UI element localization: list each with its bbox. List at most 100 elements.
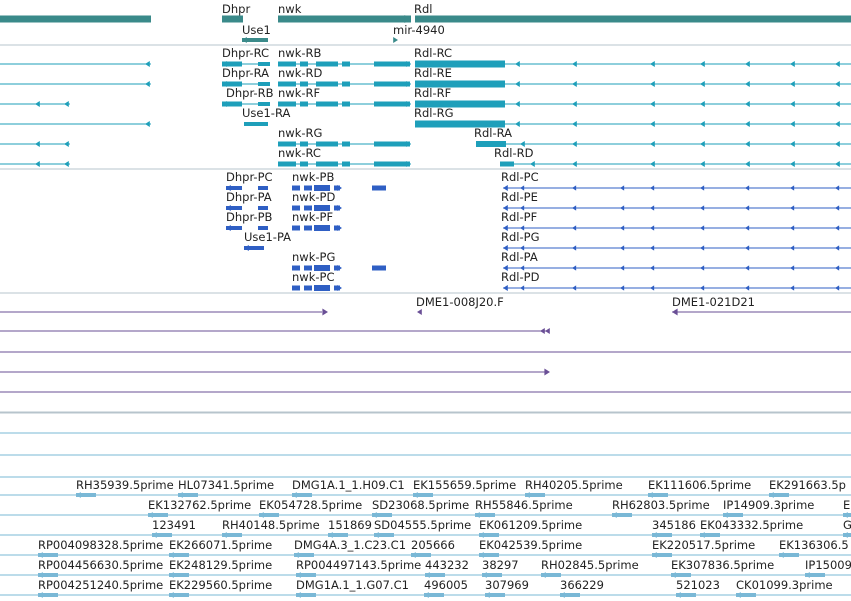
est-label[interactable]: RH40148.5prime xyxy=(222,518,320,532)
est-feature xyxy=(479,533,499,537)
est-label[interactable]: DMG1A.1_1.H09.C1 xyxy=(292,478,405,492)
est-arrow-icon xyxy=(648,492,653,498)
protein-label[interactable]: nwk-PG xyxy=(292,250,336,264)
gene-label[interactable]: Use1 xyxy=(242,23,271,37)
est-label[interactable]: EK229560.5prime xyxy=(169,578,273,592)
est-label[interactable]: 38297 xyxy=(482,558,519,572)
protein-label[interactable]: Dhpr-PB xyxy=(226,210,273,224)
est-label[interactable]: 496005 xyxy=(424,578,468,592)
est-label[interactable]: DMG4A.3_1.C23.C1 xyxy=(294,538,407,552)
est-label[interactable]: EK043332.5prime xyxy=(700,518,804,532)
left-arrow-icon xyxy=(650,245,655,251)
est-label[interactable]: IP14909.3prime xyxy=(723,498,815,512)
est-label[interactable]: EK054728.5prime xyxy=(259,498,363,512)
gene-label[interactable]: Dhpr xyxy=(222,2,251,16)
est-label[interactable]: RP004098328.5prime xyxy=(38,538,164,552)
est-label[interactable]: 123491 xyxy=(152,518,196,532)
transcript-label[interactable]: Rdl-RE xyxy=(414,66,452,80)
est-label[interactable]: 443232 xyxy=(425,558,469,572)
exon-box xyxy=(244,122,268,126)
protein-label[interactable]: Rdl-PF xyxy=(501,210,538,224)
est-label[interactable]: 366229 xyxy=(560,578,604,592)
protein-label[interactable]: nwk-PF xyxy=(292,210,334,224)
est-label[interactable]: 151869 xyxy=(328,518,372,532)
transcript-label[interactable]: nwk-RC xyxy=(278,146,321,160)
left-arrow-icon xyxy=(226,185,231,191)
est-label[interactable]: CK01099.3prime xyxy=(736,578,833,592)
est-label[interactable]: RH40205.5prime xyxy=(525,478,623,492)
est-label[interactable]: EK132762.5prime xyxy=(148,498,252,512)
protein-label[interactable]: Dhpr-PA xyxy=(226,190,272,204)
transcript-label[interactable]: Rdl-RD xyxy=(494,146,534,160)
protein-label[interactable]: Rdl-PG xyxy=(501,230,540,244)
est-label[interactable]: RP004251240.5prime xyxy=(38,578,164,592)
est-label[interactable]: EK061209.5prime xyxy=(479,518,583,532)
est-feature xyxy=(411,553,431,557)
transcript-label[interactable]: nwk-RG xyxy=(278,126,323,140)
transcript-label[interactable]: Rdl-RF xyxy=(414,86,452,100)
est-label[interactable]: EK xyxy=(843,498,851,512)
clone-label[interactable]: DME1-008J20.F xyxy=(416,295,504,309)
gene-label[interactable]: mir-4940 xyxy=(393,23,445,37)
clone-label[interactable]: DME1-021D21 xyxy=(672,295,755,309)
est-label[interactable]: EK307836.5prime xyxy=(671,558,775,572)
transcript-label[interactable]: Rdl-RC xyxy=(414,46,453,60)
est-label[interactable]: IP15009 xyxy=(805,558,851,572)
protein-label[interactable]: Rdl-PC xyxy=(501,170,539,184)
protein-label[interactable]: nwk-PD xyxy=(292,190,336,204)
transcript-label[interactable]: Rdl-RG xyxy=(414,106,454,120)
est-label[interactable]: EK042539.5prime xyxy=(479,538,583,552)
est-label[interactable]: HL07341.5prime xyxy=(178,478,275,492)
protein-label[interactable]: Dhpr-PC xyxy=(226,170,273,184)
protein-label[interactable]: nwk-PC xyxy=(292,270,335,284)
est-label[interactable]: RH35939.5prime xyxy=(76,478,174,492)
est-label[interactable]: EK155659.5prime xyxy=(413,478,517,492)
protein-label[interactable]: Rdl-PE xyxy=(501,190,538,204)
est-label[interactable]: SD04555.5prime xyxy=(374,518,472,532)
est-label[interactable]: RP004456630.5prime xyxy=(38,558,164,572)
transcript-label[interactable]: nwk-RF xyxy=(278,86,321,100)
est-label[interactable]: EK220517.5prime xyxy=(652,538,756,552)
protein-label[interactable]: Rdl-PA xyxy=(501,250,538,264)
protein-label[interactable]: nwk-PB xyxy=(292,170,335,184)
left-arrow-icon xyxy=(700,265,705,271)
exon-box xyxy=(314,265,330,271)
est-label[interactable]: DMG1A.1_1.G07.C1 xyxy=(296,578,409,592)
transcript-label[interactable]: nwk-RB xyxy=(278,46,322,60)
est-label[interactable]: EK111606.5prime xyxy=(648,478,752,492)
est-label[interactable]: RH62803.5prime xyxy=(612,498,710,512)
est-label[interactable]: 205666 xyxy=(411,538,455,552)
est-label[interactable]: RP004497143.5prime xyxy=(296,558,422,572)
left-arrow-icon xyxy=(835,265,840,271)
transcript-label[interactable]: Dhpr-RB xyxy=(226,86,274,100)
transcript-label[interactable]: Dhpr-RC xyxy=(222,46,270,60)
est-label[interactable]: 307969 xyxy=(485,578,529,592)
right-arrow-icon xyxy=(406,101,411,107)
est-label[interactable]: RH55846.5prime xyxy=(475,498,573,512)
left-arrow-icon xyxy=(572,141,577,147)
right-arrow-icon xyxy=(337,225,342,231)
est-label[interactable]: EK136306.5 xyxy=(779,538,849,552)
est-label[interactable]: EK266071.5prime xyxy=(169,538,273,552)
left-arrow-icon xyxy=(572,61,577,67)
gene-label[interactable]: nwk xyxy=(278,2,302,16)
protein-label[interactable]: Use1-PA xyxy=(244,230,292,244)
est-label[interactable]: SD23068.5prime xyxy=(372,498,470,512)
left-arrow-icon xyxy=(650,161,655,167)
est-label[interactable]: EK291663.5p xyxy=(769,478,846,492)
est-label[interactable]: 521023 xyxy=(676,578,720,592)
left-arrow-icon xyxy=(650,225,655,231)
exon-box xyxy=(342,61,350,67)
transcript-label[interactable]: Rdl-RA xyxy=(474,126,513,140)
est-label[interactable]: 345186 xyxy=(652,518,696,532)
est-label[interactable]: RH02845.5prime xyxy=(541,558,639,572)
protein-label[interactable]: Rdl-PD xyxy=(501,270,540,284)
est-label[interactable]: EK248129.5prime xyxy=(169,558,273,572)
transcript-label[interactable]: Dhpr-RA xyxy=(222,66,269,80)
gene-label[interactable]: Rdl xyxy=(414,2,433,16)
est-label[interactable]: G xyxy=(843,518,851,532)
transcript-label[interactable]: Use1-RA xyxy=(242,106,291,120)
exon-box xyxy=(334,285,340,291)
transcript-label[interactable]: nwk-RD xyxy=(278,66,323,80)
